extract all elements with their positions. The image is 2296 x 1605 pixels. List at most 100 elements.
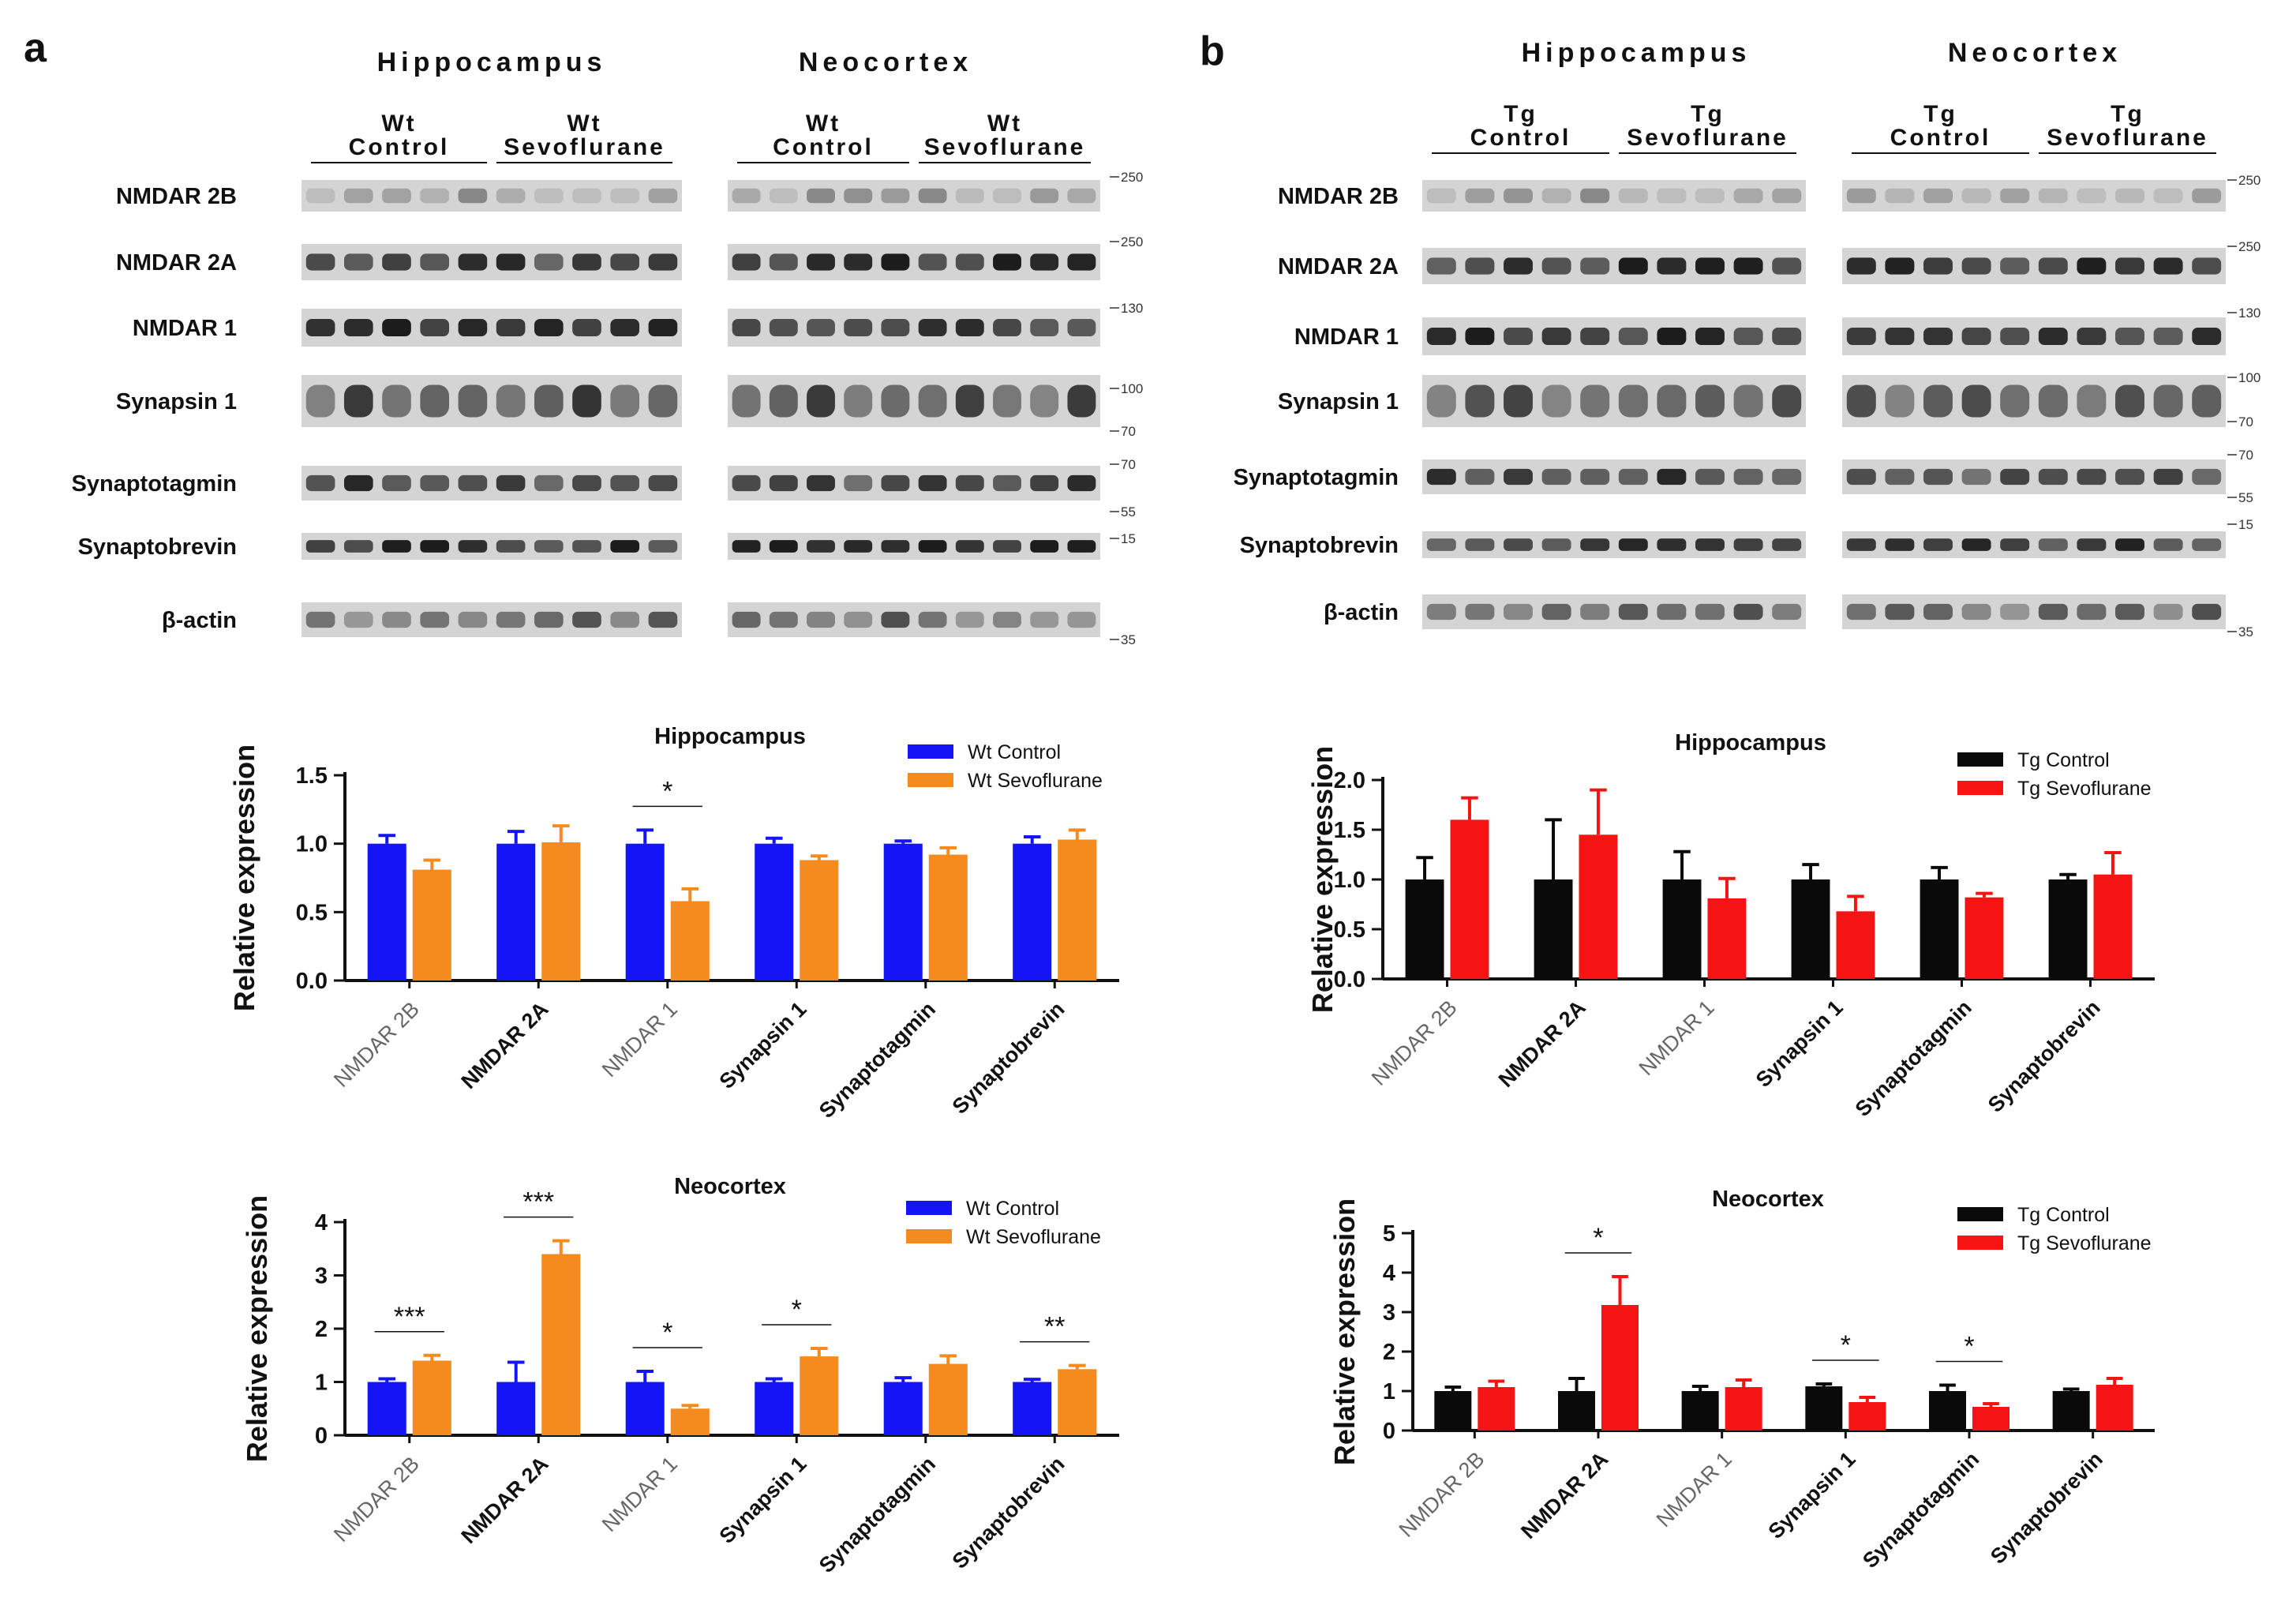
blot-band [648,318,678,337]
blot-band [881,611,910,628]
blot-band [1067,188,1096,204]
bar [625,843,665,981]
blot-band [305,188,335,204]
mw-marker-label: 100 [2238,370,2260,385]
blot-group-genotype: Tg [2111,101,2144,127]
blot-protein-label: Synapsin 1 [116,389,237,414]
blot-band [807,384,835,418]
blot-band [382,188,411,204]
blot-band [2115,327,2144,346]
blot-band [2115,603,2144,621]
blot-band [610,474,640,492]
blot-band [1504,257,1533,275]
blot-band [534,611,564,628]
blot-band [993,384,1021,418]
x-tick-label: Synaptotagmin [1851,996,1976,1121]
blot-band [1580,538,1610,551]
blot-band [1426,468,1456,486]
blot-band [1846,468,1876,486]
blot-band [1541,538,1571,551]
x-tick-label: NMDAR 1 [1635,996,1719,1080]
blot-region-title: Hippocampus [377,47,607,77]
blot-band [610,253,640,271]
blot-band [1961,603,1991,621]
chart-title: Hippocampus [654,724,806,749]
blot-band [2192,327,2222,346]
panel-letter-b: b [1200,28,1225,74]
bar [1013,843,1052,981]
blot-band [1618,538,1648,551]
bar [755,1382,794,1435]
blot-band [534,253,564,271]
significance-label: * [1964,1332,1974,1362]
blot-band [496,611,526,628]
bar [2096,1385,2133,1431]
bar [2048,879,2088,979]
blot-band [305,474,335,492]
blot-protein-label: NMDAR 2B [1278,184,1399,209]
blot-band [1733,384,1763,418]
blot-band [1657,603,1687,621]
mw-marker-label: 35 [2238,624,2253,639]
legend-swatch [908,773,953,787]
blot-band [1923,188,1953,204]
blot-band [1426,384,1456,418]
blot-band [2000,188,2030,204]
blot-band [732,384,761,418]
x-tick-label: NMDAR 2B [329,997,424,1092]
blot-band [1923,257,1953,275]
bar [1791,879,1830,979]
blot-band [572,384,601,418]
blot-group-treatment: Control [1890,125,1991,151]
y-tick-label: 2 [1383,1340,1395,1365]
x-tick-label: NMDAR 2B [1395,1447,1489,1542]
blot-band [732,188,761,204]
blot-band [993,318,1021,337]
y-tick-label: 3 [1383,1300,1395,1326]
bar [1579,834,1618,979]
blot-band [420,188,450,204]
blot-band [807,611,835,628]
y-axis-label: Relative expression [1306,746,1339,1013]
blot-band [918,540,947,553]
blot-band [1657,257,1687,275]
blot-band [993,540,1021,553]
blot-group-treatment: Sevoflurane [504,134,665,160]
mw-marker-label: 250 [1121,170,1143,185]
blot-band [1618,603,1648,621]
x-tick-label: Synaptobrevin [948,1452,1069,1573]
blot-protein-label: NMDAR 2B [116,184,237,209]
x-tick-label: Synaptobrevin [948,997,1069,1119]
blot-band [572,611,601,628]
blot-band [918,188,947,204]
bar [1965,897,2004,979]
bar [412,869,451,981]
bar [541,1254,581,1435]
blot-band [881,253,910,271]
blot-band [1618,468,1648,486]
blot-band [648,611,678,628]
blot-band [648,384,678,418]
blot-band [1426,188,1456,204]
blot-band [2000,603,2030,621]
blot-band [1961,188,1991,204]
blot-band [1426,538,1456,551]
bar-chart: Neocortex Relative expression 0 1 2 3 4 5 NMDAR … [1328,1187,2155,1573]
bar [883,1382,923,1435]
blot-band [1067,611,1096,628]
blot-band [1541,188,1571,204]
x-tick-label: Synapsin 1 [714,997,811,1093]
blot-band [610,318,640,337]
blot-band [769,384,798,418]
blot-band [1885,468,1915,486]
blot-band [1961,257,1991,275]
mw-marker-label: 250 [2238,173,2260,188]
blot-group-genotype: Wt [987,111,1022,137]
blot-band [1030,474,1059,492]
blot-band [2153,538,2183,551]
x-tick-label: Synaptobrevin [1983,996,2105,1117]
blot-band [955,611,984,628]
blot-band [769,253,798,271]
